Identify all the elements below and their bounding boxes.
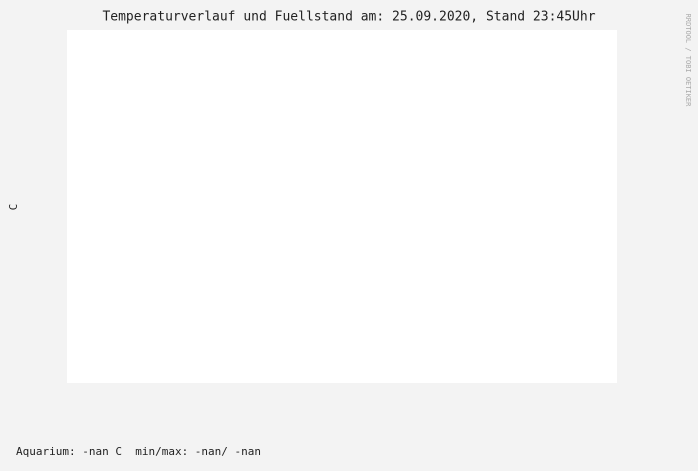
footer: Aquarium: -nan C min/max: -nan/ -nan (16, 445, 261, 458)
watermark: RRDTOOL / TOBI OETIKER (684, 14, 692, 108)
y-axis-label: C (7, 204, 20, 211)
chart-title: Temperaturverlauf und Fuellstand am: 25.… (102, 10, 595, 25)
plot-area (67, 30, 617, 383)
